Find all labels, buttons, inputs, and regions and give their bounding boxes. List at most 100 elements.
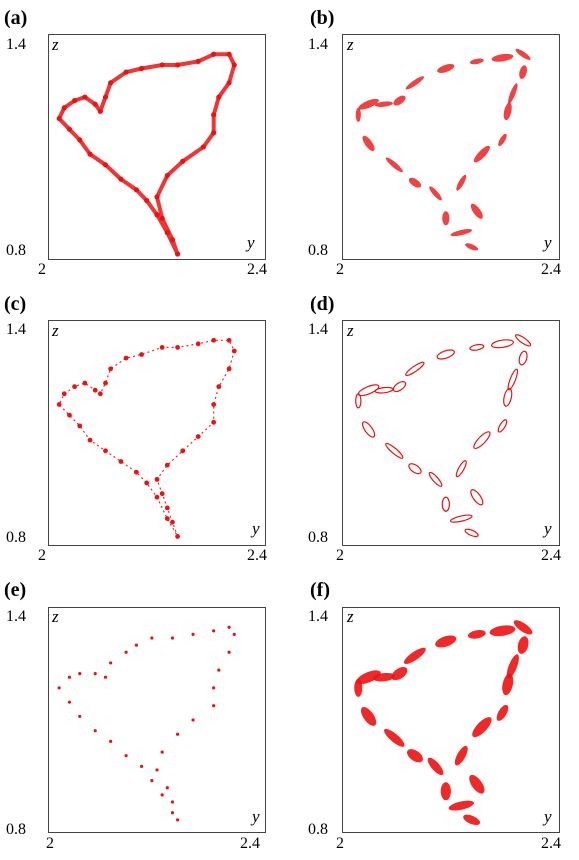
data-point (226, 51, 232, 57)
attractor-island (513, 620, 533, 635)
data-point (103, 675, 108, 679)
data-point (159, 491, 165, 497)
data-point (211, 112, 217, 118)
attractor-island (469, 58, 484, 65)
data-point (97, 108, 103, 114)
data-point (78, 714, 82, 719)
attractor-island (472, 717, 492, 738)
data-point (170, 519, 175, 525)
data-point (103, 448, 108, 454)
panel-label-e: (e) (4, 579, 27, 601)
data-point (200, 144, 206, 150)
data-point (66, 126, 73, 132)
attractor-island (473, 431, 491, 450)
data-point (150, 779, 154, 783)
panel-label-a: (a) (4, 7, 28, 29)
x-axis-min-c: 2 (38, 547, 46, 564)
data-point (211, 402, 217, 407)
data-point (108, 366, 114, 372)
plot-c (48, 320, 266, 546)
y-axis-label-e: y (252, 807, 260, 826)
data-point (164, 505, 170, 511)
attractor-island (491, 339, 514, 349)
x-axis-max-d: 2.4 (541, 547, 561, 564)
data-point (72, 384, 77, 390)
attractor-island (384, 728, 405, 747)
attractor-loop (57, 52, 237, 256)
data-point (134, 469, 139, 475)
z-axis-label-f: z (347, 607, 354, 626)
data-point (216, 384, 222, 390)
attractor-island (361, 421, 376, 438)
data-point (93, 729, 97, 733)
attractor-island (506, 654, 519, 679)
data-point (124, 650, 128, 654)
attractor-island (515, 48, 531, 60)
data-point (56, 402, 62, 407)
data-point (92, 101, 98, 107)
x-axis-min-d: 2 (336, 547, 344, 564)
data-point (144, 197, 150, 204)
plot-d (342, 320, 560, 546)
y-axis-label-d: y (544, 519, 552, 538)
data-point (77, 423, 83, 429)
y-axis-max-c: 1.4 (6, 321, 26, 338)
attractor-island (360, 707, 377, 726)
attractor-island (489, 625, 516, 637)
y-axis-max-a: 1.4 (6, 36, 26, 53)
data-point (154, 194, 160, 200)
attractor-island (498, 133, 507, 147)
x-axis-max-b: 2.4 (541, 261, 561, 278)
data-point (87, 151, 93, 157)
attractor-island (354, 678, 363, 697)
data-point (211, 130, 217, 136)
data-point (78, 672, 82, 676)
data-point (195, 58, 201, 64)
data-point (118, 176, 124, 182)
attractor-island (496, 704, 509, 721)
data-point (139, 764, 144, 768)
plot-f (342, 607, 560, 833)
data-point (155, 768, 159, 772)
data-point (92, 387, 98, 393)
data-point (211, 51, 217, 57)
x-axis-max-e: 2.4 (240, 835, 260, 852)
data-point (175, 345, 180, 350)
attractor-island (429, 186, 442, 201)
data-point (159, 215, 165, 221)
x-axis-min-e: 2 (46, 835, 54, 852)
attractor-island (385, 442, 404, 459)
data-point (164, 462, 170, 468)
attractor-island (464, 528, 479, 538)
x-axis-min-a: 2 (38, 261, 46, 278)
data-point (170, 636, 175, 640)
data-point (109, 661, 113, 665)
data-point (212, 704, 216, 708)
data-point (191, 718, 195, 722)
attractor-island (440, 782, 451, 801)
attractor-island (463, 814, 481, 826)
attractor-island (442, 211, 450, 226)
x-axis-max-f: 2.4 (541, 835, 561, 852)
attractor-island (441, 496, 451, 512)
attractor-island (393, 95, 406, 106)
data-point (176, 818, 180, 822)
data-point (212, 629, 216, 633)
data-point (195, 434, 201, 439)
data-point (61, 105, 67, 111)
attractor-island (405, 361, 425, 377)
attractor-island (470, 203, 483, 219)
data-point (124, 754, 128, 758)
attractor-island (456, 174, 467, 191)
data-point (180, 448, 186, 454)
attractor-island (437, 63, 455, 73)
data-point (175, 251, 181, 257)
data-point (191, 632, 195, 636)
data-point (77, 137, 83, 143)
data-point (175, 62, 181, 68)
data-point (134, 643, 138, 647)
data-point (82, 380, 88, 386)
attractor-island (408, 463, 422, 475)
attractor-island (362, 135, 375, 152)
attractor-island (403, 647, 426, 664)
